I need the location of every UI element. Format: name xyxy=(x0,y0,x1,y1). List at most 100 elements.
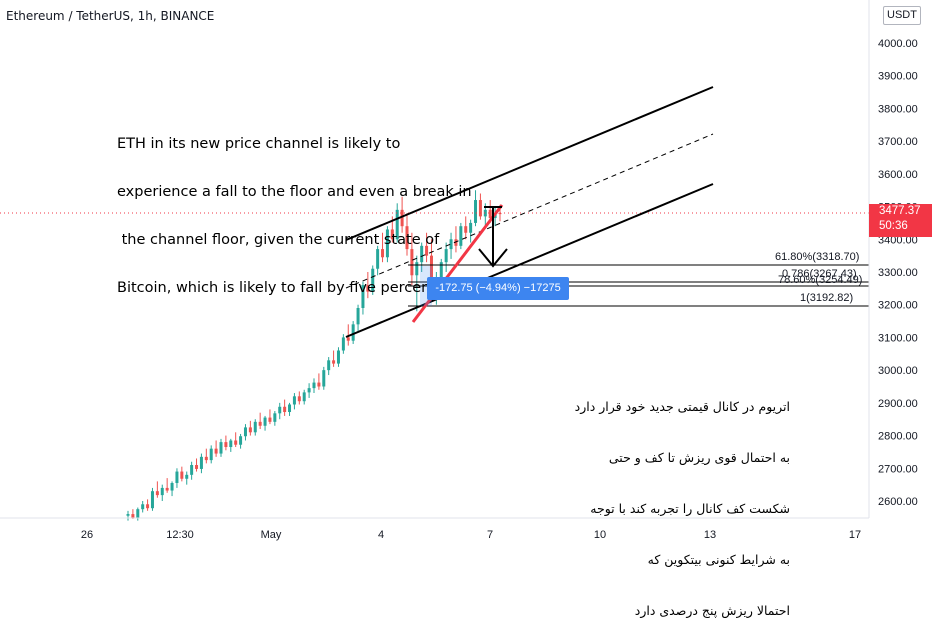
candle-body xyxy=(126,514,130,516)
fib-label-786b: 78.60%(3254.49) xyxy=(778,274,863,286)
candle-body xyxy=(253,421,257,433)
time-tick-label: 4 xyxy=(378,529,384,541)
candle-body xyxy=(131,514,135,519)
annotation-line: اتریوم در کانال قیمتی جدید خود قرار دارد xyxy=(574,399,790,414)
measure-label[interactable]: -172.75 (−4.94%) −17275 xyxy=(427,277,569,300)
candle-body xyxy=(248,427,252,433)
annotation-line: شکست کف کانال را تجربه کند با توجه xyxy=(590,501,790,516)
candle-body xyxy=(175,471,179,484)
candle-body xyxy=(336,350,340,364)
candle-body xyxy=(195,465,199,469)
annotation-line: به احتمال قوی ریزش تا کف و حتی xyxy=(608,450,790,465)
symbol-title: Ethereum / TetherUS, 1h, BINANCE xyxy=(6,9,215,23)
price-tick-label: 3900.00 xyxy=(878,71,918,83)
candle-body xyxy=(273,413,277,422)
candle-body xyxy=(439,262,443,279)
candle-body xyxy=(371,268,375,292)
persian-annotation[interactable]: اتریوم در کانال قیمتی جدید خود قرار دارد… xyxy=(574,364,790,636)
candle-body xyxy=(160,487,164,496)
fib-label-786a: 0.786(3267.43) xyxy=(782,268,857,280)
candle-body xyxy=(449,239,453,250)
candle-body xyxy=(405,226,409,250)
candle-body xyxy=(243,427,247,437)
price-tick-label: 2700.00 xyxy=(878,463,918,475)
candle-body xyxy=(395,209,399,240)
currency-button[interactable]: USDT xyxy=(883,6,921,25)
candle-body xyxy=(278,406,282,414)
candle-body xyxy=(488,209,492,219)
candle-body xyxy=(214,448,218,454)
candle-body xyxy=(258,421,262,426)
candle-body xyxy=(454,239,458,246)
candle-body xyxy=(302,392,306,402)
candle-body xyxy=(459,226,463,246)
candle-countdown: 50:36 xyxy=(879,220,908,232)
last-price-value: 3477.37 xyxy=(879,205,921,217)
candle-body xyxy=(425,245,429,256)
candle-body xyxy=(351,324,355,341)
candle-body xyxy=(209,448,213,461)
candle-body xyxy=(322,370,326,387)
candle-body xyxy=(307,388,311,393)
candle-body xyxy=(415,262,419,276)
candle-body xyxy=(199,456,203,469)
price-chart[interactable]: 2600.00 2700.00 2800.00 2900.00 3000.00 3100.… xyxy=(0,0,932,550)
channel-upper-line[interactable] xyxy=(345,86,714,241)
candle-body xyxy=(400,209,404,227)
candle-body xyxy=(390,229,394,240)
price-axis[interactable]: 2600.00 2700.00 2800.00 2900.00 3000.00 3100.… xyxy=(878,38,918,508)
candle-body xyxy=(136,509,140,519)
candle-body xyxy=(263,417,267,426)
annotation-line: احتمالا ریزش پنج درصدی دارد xyxy=(634,603,790,618)
candle-body xyxy=(155,491,159,496)
candle-body xyxy=(464,226,468,233)
price-tick-label: 4000.00 xyxy=(878,38,918,50)
candle-body xyxy=(341,337,345,351)
time-axis[interactable]: 26 12:30 May 4 7 10 13 17 xyxy=(81,529,861,541)
annotation-line: به شرایط کنونی بیتکوین که xyxy=(647,552,790,567)
time-tick-label: 17 xyxy=(849,529,861,541)
time-tick-label: 10 xyxy=(594,529,606,541)
channel-middle-line[interactable] xyxy=(345,133,714,289)
english-annotation[interactable]: ETH in its new price channel is likely t… xyxy=(117,104,472,312)
price-tick-label: 3700.00 xyxy=(878,136,918,148)
time-tick-label: 7 xyxy=(487,529,493,541)
annotation-line: Bitcoin, which is likely to fall by five… xyxy=(117,280,441,296)
annotation-line: experience a fall to the floor and even … xyxy=(117,184,472,200)
candle-body xyxy=(224,442,228,448)
time-tick-label: 26 xyxy=(81,529,93,541)
candle-body xyxy=(361,285,365,308)
candle-body xyxy=(141,504,145,510)
price-tick-label: 2600.00 xyxy=(878,496,918,508)
price-tick-label: 3400.00 xyxy=(878,234,918,246)
annotation-line: the channel floor, given the current sta… xyxy=(117,232,440,248)
candle-body xyxy=(385,229,389,258)
candle-body xyxy=(146,504,150,509)
fib-label-618: 61.80%(3318.70) xyxy=(775,251,860,263)
candle-body xyxy=(170,483,174,491)
candle-body xyxy=(474,200,478,223)
channel-lower-line[interactable] xyxy=(345,183,714,338)
candle-body xyxy=(150,491,154,509)
candle-body xyxy=(327,360,331,371)
candle-body xyxy=(444,249,448,263)
price-tick-label: 3300.00 xyxy=(878,267,918,279)
price-tick-label: 2900.00 xyxy=(878,398,918,410)
candle-body xyxy=(429,255,433,292)
red-trend-line[interactable] xyxy=(411,204,504,323)
candle-body xyxy=(498,213,502,215)
candle-body xyxy=(288,404,292,413)
time-tick-label: 12:30 xyxy=(166,529,194,541)
candle-body xyxy=(185,474,189,479)
price-tick-label: 3200.00 xyxy=(878,300,918,312)
price-tick-label: 2800.00 xyxy=(878,431,918,443)
candle-body xyxy=(297,396,301,402)
time-tick-label: 13 xyxy=(704,529,716,541)
candle-body xyxy=(165,487,169,491)
candle-body xyxy=(317,382,321,387)
candle-body xyxy=(239,436,243,445)
candle-body xyxy=(332,360,336,364)
candle-body xyxy=(410,249,414,276)
candle-body xyxy=(346,337,350,341)
candle-body xyxy=(376,249,380,269)
